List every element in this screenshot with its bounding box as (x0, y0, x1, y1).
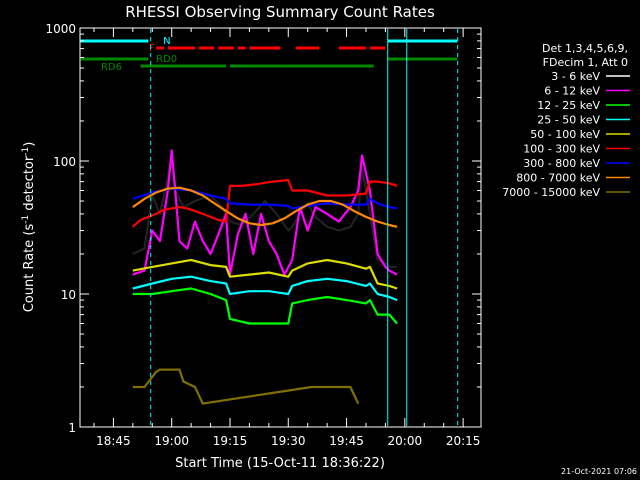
flag-label-rd0: RD0 (156, 54, 177, 65)
y-axis-label: Count Rate (s-1 detector-1) (21, 142, 37, 313)
legend-label-800-7000-kev: 800 - 7000 keV (516, 172, 600, 185)
legend-label-25-50-kev: 25 - 50 keV (537, 114, 600, 127)
series-line-7000-15000-kev (132, 368, 360, 405)
series-lines (132, 149, 398, 405)
legend-label-300-800-kev: 300 - 800 keV (523, 157, 600, 170)
x-tick-label: 20:15 (446, 434, 481, 448)
x-axis-label: Start Time (15-Oct-11 18:36:22) (175, 456, 385, 471)
y-axis-label-main: Count Rate (s (22, 224, 37, 313)
legend-label-100-300-kev: 100 - 300 keV (523, 143, 600, 156)
x-tick-label: 19:45 (329, 434, 364, 448)
legend-label-12-25-kev: 12 - 25 keV (537, 99, 600, 112)
y-axis-label-sup1: -1 (21, 215, 31, 224)
x-tick-label: 19:00 (154, 434, 189, 448)
legend-header-1: Det 1,3,4,5,6,9, (542, 42, 628, 55)
x-tick-label: 20:00 (388, 434, 423, 448)
flag-label-f: F (149, 43, 155, 54)
y-axis-label-sup2: -1 (21, 147, 31, 156)
x-tick-label: 19:30 (271, 434, 306, 448)
x-tick-label: 18:45 (96, 434, 131, 448)
legend-label-50-100-kev: 50 - 100 keV (530, 128, 600, 141)
y-tick-label: 10 (61, 288, 76, 302)
series-line-25-50-kev (132, 275, 398, 302)
legend-label-3-6-kev: 3 - 6 keV (551, 70, 600, 83)
flag-label-rd6: RD6 (101, 62, 122, 73)
y-tick-label: 100 (53, 155, 76, 169)
legend: Det 1,3,4,5,6,9, FDecim 1, Att 0 3 - 6 k… (502, 42, 630, 199)
y-axis-label-mid: detector (22, 155, 37, 215)
series-line-100-300-kev (132, 178, 398, 228)
plot-frame (79, 27, 482, 428)
footer-date: 21-Oct-2021 07:06 (561, 467, 637, 476)
series-line-50-100-kev (132, 258, 398, 290)
series-line-12-25-kev (132, 287, 398, 325)
time-markers (150, 29, 459, 426)
chart-title: RHESSI Observing Summary Count Rates (125, 3, 435, 21)
y-tick-label: 1000 (45, 22, 76, 36)
y-tick-label: 1 (68, 421, 76, 435)
legend-header-2: FDecim 1, Att 0 (543, 56, 628, 69)
legend-label-7000-15000-kev: 7000 - 15000 keV (502, 186, 600, 199)
x-axis: 18:45 19:00 19:15 19:30 19:45 20:00 20:15 (93, 28, 481, 448)
x-tick-label: 19:15 (213, 434, 248, 448)
legend-label-6-12-kev: 6 - 12 keV (544, 85, 600, 98)
y-axis-label-end: ) (22, 142, 37, 147)
flag-label-n: N (163, 36, 170, 47)
series-line-800-7000-kev (132, 186, 398, 228)
y-axis: 1 10 100 1000 (45, 22, 481, 435)
